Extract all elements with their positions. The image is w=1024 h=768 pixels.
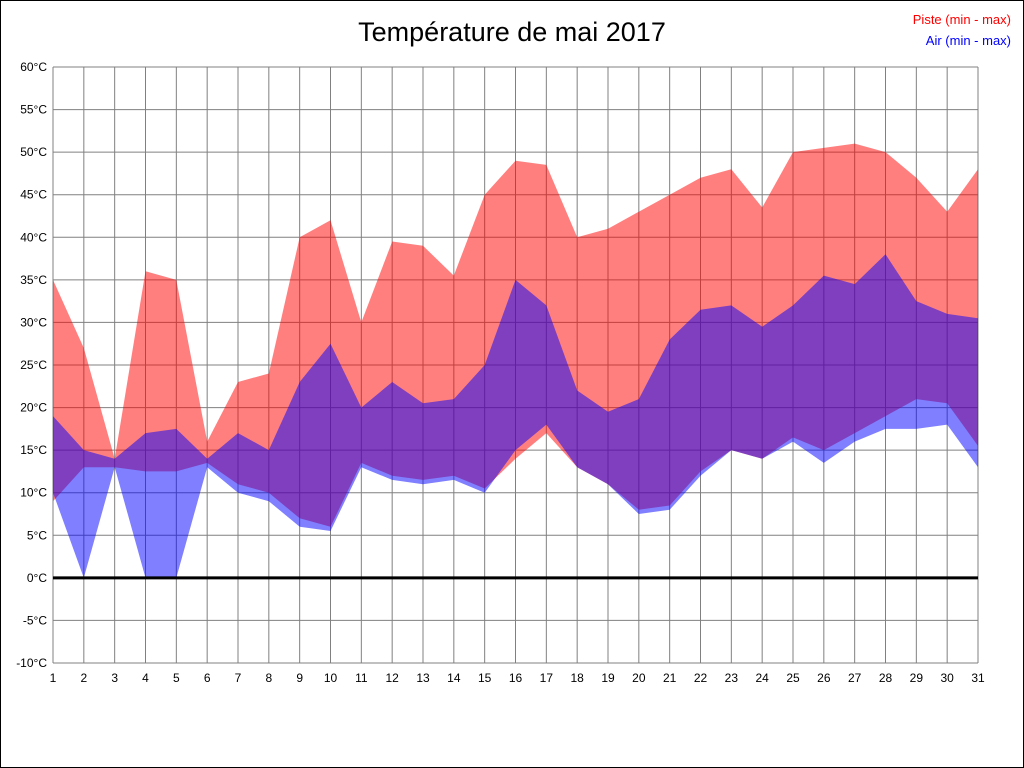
svg-text:31: 31 [971,671,985,685]
svg-text:7: 7 [235,671,242,685]
svg-text:9: 9 [296,671,303,685]
svg-text:11: 11 [355,671,368,685]
svg-text:60°C: 60°C [20,60,47,74]
svg-text:3: 3 [111,671,118,685]
svg-text:10: 10 [324,671,338,685]
svg-text:28: 28 [879,671,893,685]
svg-text:30: 30 [940,671,954,685]
svg-text:14: 14 [447,671,461,685]
svg-text:30°C: 30°C [20,315,47,329]
svg-text:26: 26 [817,671,831,685]
svg-text:1: 1 [50,671,57,685]
legend-piste-label: Piste (min - max) [912,12,1011,27]
svg-text:5: 5 [173,671,180,685]
svg-text:17: 17 [540,671,554,685]
svg-text:-5°C: -5°C [23,613,47,627]
svg-text:5°C: 5°C [27,528,47,542]
air-band [53,254,978,578]
legend-air-label: Air (min - max) [925,33,1011,48]
chart-title: Température de mai 2017 [358,17,666,47]
svg-text:21: 21 [663,671,677,685]
y-axis-labels: 60°C 55°C 50°C 45°C 40°C 35°C 30°C 25°C 20°C 15°C… [16,60,47,670]
svg-text:-10°C: -10°C [16,656,47,670]
svg-text:29: 29 [910,671,924,685]
svg-text:13: 13 [416,671,430,685]
svg-text:4: 4 [142,671,149,685]
svg-text:35°C: 35°C [20,273,47,287]
svg-text:18: 18 [570,671,584,685]
svg-text:22: 22 [694,671,708,685]
svg-text:45°C: 45°C [20,188,47,202]
svg-text:15°C: 15°C [20,443,47,457]
svg-text:16: 16 [509,671,523,685]
svg-text:10°C: 10°C [20,486,47,500]
svg-text:2: 2 [80,671,87,685]
svg-text:23: 23 [725,671,739,685]
svg-text:25: 25 [786,671,800,685]
svg-text:6: 6 [204,671,211,685]
svg-text:19: 19 [601,671,615,685]
svg-text:12: 12 [385,671,399,685]
svg-text:0°C: 0°C [27,571,47,585]
svg-text:50°C: 50°C [20,145,47,159]
legend: Piste (min - max) Air (min - max) [913,9,1011,51]
svg-text:27: 27 [848,671,862,685]
svg-text:20°C: 20°C [20,401,47,415]
svg-text:55°C: 55°C [20,103,47,117]
svg-text:15: 15 [478,671,492,685]
svg-text:20: 20 [632,671,646,685]
svg-text:40°C: 40°C [20,230,47,244]
svg-text:24: 24 [755,671,769,685]
svg-text:8: 8 [265,671,272,685]
svg-text:25°C: 25°C [20,358,47,372]
x-axis-labels: 1 2 3 4 5 6 7 8 9 10 11 12 13 14 15 16 17 18 19 20 21 22 23 24 2… [50,671,985,685]
